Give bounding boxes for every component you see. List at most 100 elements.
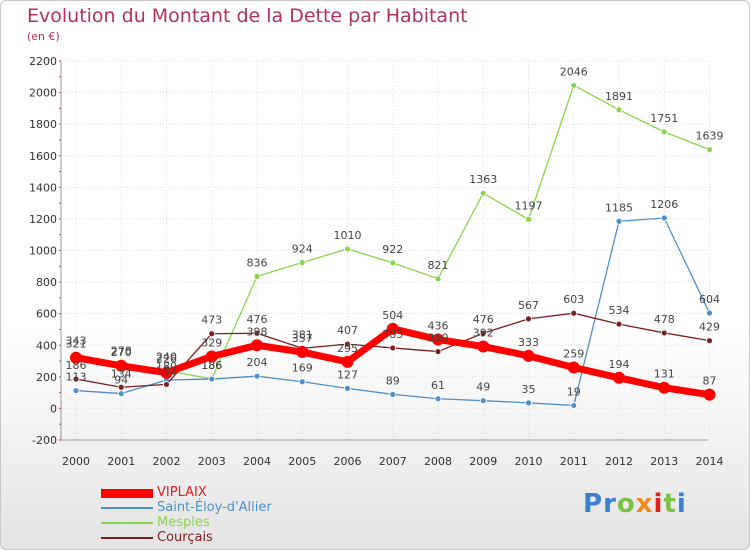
data-label: 35: [522, 383, 536, 396]
data-point: [477, 340, 490, 353]
x-tick-label: 2001: [107, 455, 135, 468]
data-point: [389, 390, 397, 398]
data-label: 360: [428, 332, 449, 345]
data-point: [525, 315, 532, 323]
data-point: [117, 390, 125, 397]
data-label: 295: [337, 342, 358, 355]
x-tick-label: 2000: [62, 455, 90, 468]
data-label: 436: [428, 320, 449, 333]
data-point: [570, 402, 578, 409]
data-label: 476: [247, 313, 268, 326]
x-tick-label: 2013: [650, 455, 678, 468]
y-tick-label: 1600: [29, 150, 57, 163]
data-point: [296, 346, 309, 359]
data-label: 504: [382, 309, 403, 322]
chart-title: Evolution du Montant de la Dette par Hab…: [27, 5, 468, 27]
legend-label: Saint-Éloy-d'Allier: [157, 500, 272, 515]
y-tick-label: 600: [36, 308, 57, 321]
data-point: [341, 355, 354, 368]
chart-unit: (en €): [27, 30, 60, 43]
y-tick-label: 1000: [29, 245, 57, 258]
data-label: 134: [111, 367, 132, 380]
data-point: [208, 330, 216, 338]
data-label: 1206: [650, 198, 678, 211]
data-point: [434, 348, 442, 355]
data-point: [70, 351, 82, 364]
data-point: [615, 320, 623, 328]
data-point: [253, 329, 261, 337]
data-label: 1751: [650, 112, 678, 125]
y-tick-label: -200: [32, 434, 57, 447]
data-point: [522, 349, 535, 362]
data-label: 49: [476, 381, 490, 394]
data-label: 1639: [696, 130, 724, 143]
legend-swatch: [101, 537, 153, 539]
legend-swatch: [101, 507, 153, 509]
data-point: [434, 275, 442, 283]
data-label: 94: [114, 374, 128, 387]
data-point: [615, 106, 623, 114]
data-label: 836: [247, 256, 268, 269]
data-label: 87: [703, 375, 717, 388]
data-label: 113: [66, 371, 87, 384]
x-tick-label: 2012: [605, 455, 633, 468]
data-point: [703, 388, 716, 401]
data-point: [117, 383, 125, 391]
data-label: 204: [247, 356, 268, 369]
x-tick-label: 2007: [379, 455, 407, 468]
data-point: [660, 128, 668, 136]
data-point: [298, 378, 306, 386]
data-label: 924: [292, 243, 313, 256]
data-label: 1185: [605, 201, 633, 214]
data-label: 89: [386, 374, 400, 387]
data-point: [706, 146, 713, 153]
y-tick-label: 800: [36, 276, 57, 289]
data-point: [386, 322, 399, 335]
data-point: [570, 81, 578, 89]
legend-swatch: [101, 488, 153, 498]
data-label: 278: [111, 345, 132, 358]
x-tick-label: 2011: [560, 455, 588, 468]
data-point: [205, 350, 218, 363]
data-label: 19: [567, 385, 581, 398]
data-label: 152: [156, 364, 177, 377]
data-label: 407: [337, 324, 358, 337]
data-label: 429: [699, 321, 720, 334]
data-label: 1891: [605, 90, 633, 103]
data-label: 240: [156, 351, 177, 364]
data-label: 534: [609, 304, 630, 317]
data-label: 131: [654, 368, 675, 381]
x-tick-label: 2002: [153, 455, 181, 468]
x-tick-label: 2010: [515, 455, 543, 468]
data-point: [479, 189, 487, 197]
data-point: [115, 359, 128, 372]
data-point: [615, 217, 623, 225]
data-point: [298, 259, 306, 266]
data-point: [660, 214, 668, 222]
data-label: 2046: [560, 65, 588, 78]
data-point: [658, 381, 671, 394]
data-label: 61: [431, 379, 445, 392]
data-label: 226: [156, 353, 177, 366]
logo-letter: o: [616, 489, 636, 519]
data-label: 922: [382, 243, 403, 256]
y-tick-label: 2000: [29, 87, 57, 100]
data-point: [389, 259, 397, 267]
x-tick-label: 2003: [198, 455, 226, 468]
data-point: [570, 309, 578, 317]
data-point: [72, 387, 80, 394]
data-point: [344, 340, 351, 348]
legend-swatch: [101, 522, 153, 524]
data-point: [479, 397, 487, 405]
legend-label: VIPLAIX: [157, 485, 207, 500]
data-point: [208, 375, 216, 383]
y-tick-label: 400: [36, 339, 57, 352]
data-label: 194: [609, 358, 630, 371]
data-label: 473: [201, 314, 222, 327]
data-point: [253, 272, 261, 280]
x-tick-label: 2005: [288, 455, 316, 468]
data-label: 343: [66, 334, 87, 347]
x-tick-label: 2014: [696, 455, 724, 468]
